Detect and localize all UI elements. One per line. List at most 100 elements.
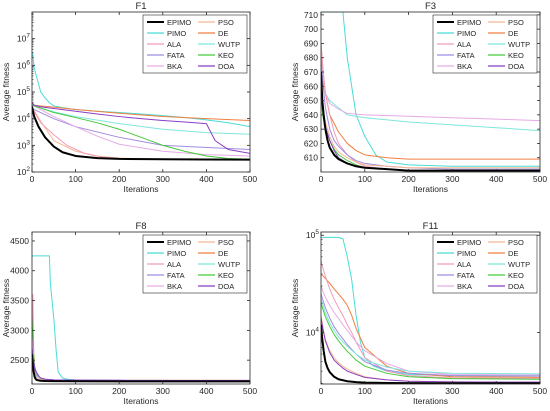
series-group: [321, 12, 540, 172]
y-tick-label: 2500: [10, 355, 29, 365]
legend-label-ala: ALA: [167, 40, 181, 49]
y-axis-label: Average fitness: [290, 279, 300, 337]
series-line-bka: [321, 285, 540, 376]
x-tick-label: 500: [243, 386, 257, 396]
x-tick-label: 500: [533, 174, 547, 184]
legend-label-wutp: WUTP: [218, 260, 240, 269]
legend-label-ala: ALA: [457, 40, 471, 49]
legend-label-bka: BKA: [167, 62, 182, 71]
x-tick-label: 300: [156, 386, 170, 396]
legend-label-pimo: PIMO: [457, 29, 476, 38]
series-line-doa: [321, 318, 540, 383]
y-tick-label: 4500: [10, 236, 29, 246]
legend-label-pso: PSO: [508, 18, 524, 27]
legend: EPIMO PSO PIMO DE ALA WUTP FATA KEO BKA DOA: [142, 14, 248, 74]
legend-label-pimo: PIMO: [167, 249, 186, 258]
legend-label-bka: BKA: [457, 62, 472, 71]
y-tick-label: 610: [304, 153, 318, 163]
legend-label-fata: FATA: [167, 51, 185, 60]
x-axis-label: Iterations: [124, 184, 159, 194]
y-tick-label: 690: [304, 38, 318, 48]
series-line-ala: [321, 260, 540, 380]
y-axis-label: Average fitness: [290, 63, 300, 121]
series-line-wutp: [321, 299, 540, 375]
legend-label-ala: ALA: [457, 260, 471, 269]
chart-title: F3: [425, 1, 436, 12]
y-tick-label: 630: [304, 124, 318, 134]
axes-box: [320, 231, 541, 385]
series-line-doa: [32, 102, 250, 154]
y-tick-label: 620: [304, 138, 318, 148]
x-tick-label: 500: [533, 386, 547, 396]
legend-label-doa: DOA: [218, 282, 234, 291]
y-tick-label: 102: [17, 166, 30, 177]
legend-label-wutp: WUTP: [508, 40, 530, 49]
x-tick-label: 100: [69, 386, 83, 396]
y-tick-label: 670: [304, 67, 318, 77]
y-tick-label: 650: [304, 96, 318, 106]
x-axis-label: Iterations: [413, 184, 448, 194]
series-line-fata: [321, 293, 540, 377]
legend-label-keo: KEO: [218, 51, 234, 60]
legend-label-keo: KEO: [508, 51, 524, 60]
y-tick-label: 700: [304, 24, 318, 34]
x-axis-label: Iterations: [124, 396, 159, 406]
legend-label-epimo: EPIMO: [457, 18, 481, 27]
legend-label-wutp: WUTP: [218, 40, 240, 49]
legend-label-ala: ALA: [167, 260, 181, 269]
series-group: [32, 255, 250, 383]
legend-label-bka: BKA: [167, 282, 182, 291]
legend-label-de: DE: [508, 249, 518, 258]
x-tick-label: 400: [199, 386, 213, 396]
x-tick-label: 400: [489, 386, 503, 396]
legend-label-de: DE: [508, 29, 518, 38]
x-tick-label: 300: [156, 174, 170, 184]
y-axis-label: Average fitness: [1, 279, 11, 337]
y-tick-label: 710: [304, 10, 318, 20]
x-tick-label: 200: [402, 386, 416, 396]
x-axis-label: Iterations: [413, 396, 448, 406]
axes-box: [320, 11, 541, 173]
panel-f11: 0 100 200 300 400 500 104 105 F11 Iterations Avera…: [290, 221, 547, 406]
x-tick-label: 300: [445, 386, 459, 396]
series-line-bka: [32, 102, 250, 157]
axes-box: [31, 231, 251, 385]
panel-f3: 0 100 200 300 400 500 610 620 630 640 650 660 670 680…: [290, 1, 547, 194]
panel-f1: 0 100 200 300 400 500 102 103 104 105 106 107 F1 Iter…: [1, 1, 257, 194]
x-tick-label: 0: [30, 174, 35, 184]
y-tick-label: 4000: [10, 266, 29, 276]
legend-label-doa: DOA: [218, 62, 234, 71]
legend-label-keo: KEO: [508, 271, 524, 280]
x-tick-label: 0: [319, 386, 324, 396]
chart-title: F8: [135, 221, 146, 232]
legend-label-epimo: EPIMO: [457, 238, 481, 247]
x-tick-label: 300: [445, 174, 459, 184]
y-tick-label: 103: [17, 139, 30, 150]
x-tick-label: 0: [319, 174, 324, 184]
series-line-pimo: [321, 12, 540, 167]
series-line-epimo: [32, 106, 250, 161]
legend: EPIMO PSO PIMO DE ALA WUTP FATA KEO BKA DOA: [432, 14, 538, 74]
y-tick-label: 3500: [10, 296, 29, 306]
x-tick-label: 200: [112, 174, 126, 184]
chart-title: F1: [135, 1, 146, 12]
series-line-keo: [32, 102, 250, 160]
legend: EPIMO PSO PIMO DE ALA WUTP FATA KEO BKA DOA: [432, 234, 538, 294]
y-tick-label: 104: [306, 326, 319, 337]
series-line-fata: [32, 107, 250, 150]
series-line-epimo: [321, 324, 540, 384]
y-tick-label: 107: [17, 33, 30, 44]
x-tick-label: 200: [112, 386, 126, 396]
y-tick-label: 640: [304, 110, 318, 120]
y-axis-label: Average fitness: [1, 63, 11, 121]
x-tick-label: 100: [358, 174, 372, 184]
legend-label-fata: FATA: [457, 51, 475, 60]
series-group: [32, 52, 250, 161]
legend-label-epimo: EPIMO: [167, 18, 191, 27]
y-tick-label: 680: [304, 53, 318, 63]
legend-label-pso: PSO: [218, 238, 234, 247]
x-tick-label: 400: [489, 174, 503, 184]
legend-label-pso: PSO: [218, 18, 234, 27]
legend-label-doa: DOA: [508, 62, 524, 71]
